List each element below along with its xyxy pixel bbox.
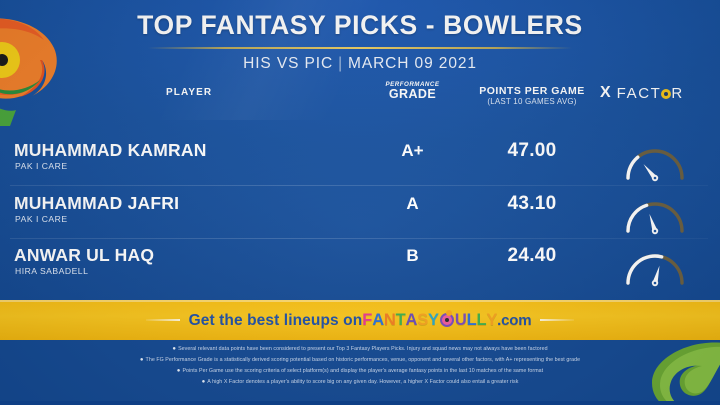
- bullet-icon: ●: [201, 379, 206, 385]
- column-header-grade-main: GRADE: [388, 87, 437, 101]
- brand-letter: L: [476, 310, 487, 329]
- column-header-player: PLAYER: [166, 87, 213, 98]
- brand-letter: S: [417, 310, 429, 329]
- player-team: PAK I CARE: [15, 214, 68, 224]
- legal-notes: ● Several relevant data points have been …: [0, 344, 720, 388]
- brand-letter: A: [405, 310, 418, 329]
- table-row[interactable]: ANWAR UL HAQ HIRA SABADELL B 24.40: [0, 243, 720, 293]
- column-header-grade-sub: PERFORMANCE: [385, 81, 440, 88]
- chameleon-mascot-icon: [0, 18, 57, 126]
- column-header-ppg-main: POINTS PER GAME: [479, 85, 585, 97]
- row-divider: [10, 238, 708, 239]
- banner-top-edge: [0, 300, 720, 302]
- brand-letter: F: [362, 310, 373, 329]
- player-points-per-game: 24.40: [507, 245, 557, 266]
- x-factor-r-letter: R: [671, 84, 684, 102]
- player-name: MUHAMMAD JAFRI: [14, 193, 180, 213]
- match-teams: HIS VS PIC: [243, 55, 334, 72]
- column-header-ppg-sub: (LAST 10 GAMES AVG): [487, 97, 577, 106]
- player-grade: A: [406, 194, 419, 213]
- bullet-icon: ●: [172, 346, 177, 352]
- match-date: MARCH 09 2021: [348, 55, 477, 72]
- column-header-grade: PERFORMANCE GRADE: [365, 81, 460, 101]
- player-team: HIRA SABADELL: [15, 266, 89, 276]
- legal-note: ● Points Per Game use the scoring criteri…: [0, 366, 720, 377]
- banner-rule-right: [540, 319, 575, 321]
- legal-note: ● The FG Performance Grade is a statistic…: [0, 355, 720, 366]
- brand-letter: Y: [428, 310, 439, 329]
- column-header-x-factor: X FACT R: [600, 84, 708, 102]
- table-row[interactable]: MUHAMMAD KAMRAN PAK I CARE A+ 47.00: [0, 138, 720, 188]
- brand-letter: L: [466, 310, 477, 329]
- player-team: PAK I CARE: [15, 161, 68, 171]
- player-grade: B: [406, 246, 419, 265]
- row-divider: [10, 185, 708, 186]
- legal-note: ● A high X Factor denotes a player's abil…: [0, 377, 720, 388]
- brand-letter: T: [395, 310, 406, 329]
- x-factor-x-letter: X: [600, 84, 612, 101]
- page-title: TOP FANTASY PICKS - BOWLERS: [137, 10, 583, 40]
- column-header-points-per-game: POINTS PER GAME (LAST 10 GAMES AVG): [462, 85, 602, 106]
- match-subtitle: HIS VS PIC | MARCH 09 2021: [0, 55, 720, 73]
- table-row[interactable]: MUHAMMAD JAFRI PAK I CARE A 43.10: [0, 191, 720, 241]
- brand-letter: N: [383, 310, 396, 329]
- brand-letter: U: [454, 310, 467, 329]
- subtitle-separator: |: [338, 55, 344, 72]
- x-factor-gauge-icon: [612, 191, 698, 235]
- legal-note-text: The FG Performance Grade is a statistica…: [145, 357, 581, 363]
- x-factor-ball-icon: [661, 89, 672, 99]
- bully-b-icon: [439, 309, 454, 327]
- banner-lead-text: Get the best lineups on: [188, 311, 363, 329]
- player-points-per-game: 47.00: [507, 140, 557, 161]
- x-factor-gauge-icon: [612, 138, 698, 182]
- bottom-strip: [0, 401, 720, 405]
- bullet-icon: ●: [139, 357, 144, 363]
- legal-note-text: Points Per Game use the scoring criteria…: [182, 368, 544, 374]
- player-points-per-game: 43.10: [507, 193, 557, 214]
- player-grade: A+: [401, 141, 424, 160]
- legal-note: ● Several relevant data points have been …: [0, 344, 720, 355]
- x-factor-gauge-icon: [612, 243, 698, 287]
- x-factor-fact-letters: FACT: [616, 84, 662, 102]
- brand-tld: .com: [497, 311, 532, 329]
- legal-note-text: Several relevant data points have been c…: [178, 346, 548, 352]
- title-divider: [148, 47, 572, 49]
- legal-note-text: A high X Factor denotes a player's abili…: [207, 379, 519, 385]
- player-name: MUHAMMAD KAMRAN: [14, 140, 207, 160]
- brand-letter: Y: [486, 310, 498, 329]
- chameleon-tail-icon: [652, 342, 720, 405]
- bullet-icon: ●: [176, 368, 181, 374]
- banner-rule-left: [145, 319, 180, 321]
- x-factor-label: FACT R: [617, 85, 684, 102]
- brand-letter: A: [372, 310, 384, 329]
- player-name: ANWAR UL HAQ: [14, 245, 155, 265]
